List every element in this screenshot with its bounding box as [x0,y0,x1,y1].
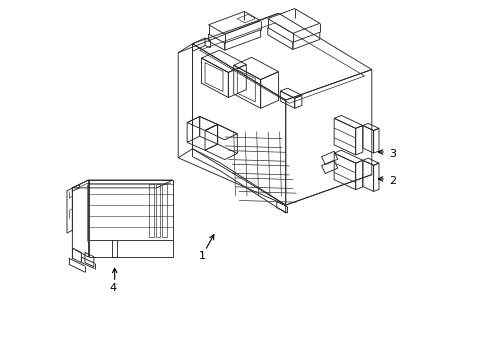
Text: 1: 1 [198,251,205,261]
Text: 3: 3 [388,149,395,159]
Text: 2: 2 [388,176,395,186]
Text: 4: 4 [109,283,116,293]
